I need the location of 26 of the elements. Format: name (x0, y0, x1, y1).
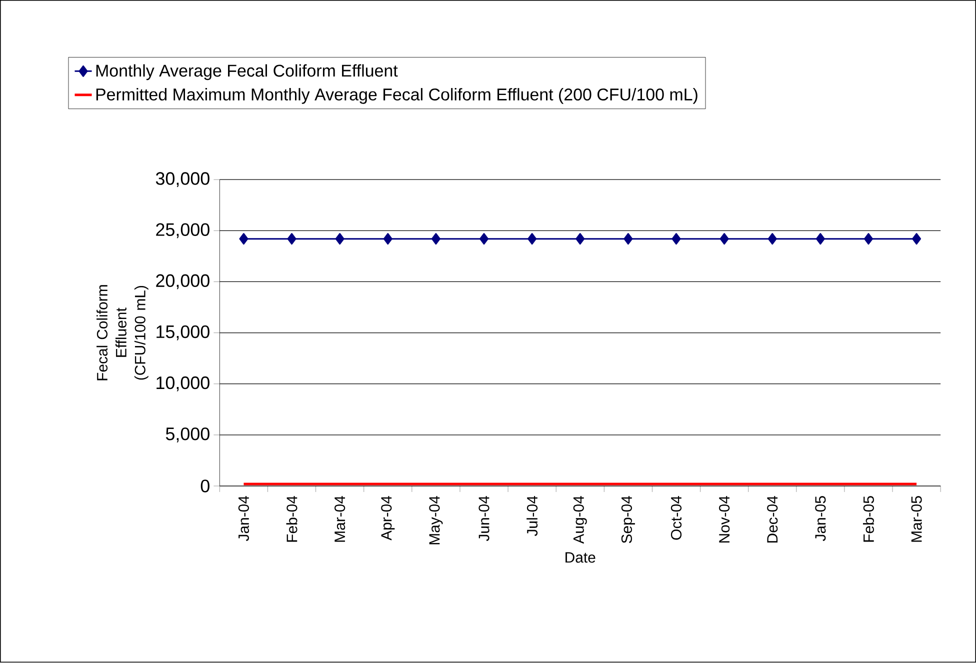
x-tick-label: Jan-04 (238, 496, 249, 542)
y-tick-label: 0 (200, 480, 210, 493)
legend-label: Permitted Maximum Monthly Average Fecal Coliform Effluent (200 CFU/100 mL) (96, 88, 698, 104)
y-axis-title: Fecal Coliform Effluent (CFU/100 mL) (96, 285, 148, 380)
x-axis-title: Date (566, 552, 596, 563)
legend-label: Monthly Average Fecal Coliform Effluent (96, 64, 398, 80)
x-tick-label: Oct-04 (670, 496, 682, 540)
x-tick-label: Apr-04 (381, 496, 395, 541)
y-tick-label: 5,000 (166, 428, 210, 443)
x-tick-label: Jan-05 (815, 496, 826, 542)
x-tick-label: Feb-05 (862, 496, 874, 542)
x-tick-label: Dec-04 (767, 496, 778, 543)
x-tick-label: Sep-04 (621, 496, 635, 544)
y-tick-label: 20,000 (156, 274, 210, 290)
x-tick-label: Jul-04 (526, 496, 538, 536)
x-tick-label: Aug-04 (573, 496, 587, 544)
y-tick-label: 30,000 (156, 172, 210, 188)
y-tick-label: 25,000 (156, 223, 210, 238)
y-tick-label: 10,000 (156, 376, 210, 392)
x-tick-label: Mar-05 (911, 496, 922, 542)
x-tick-label: Nov-04 (719, 496, 730, 543)
x-tick-label: Feb-04 (286, 496, 298, 542)
x-tick-label: Jun-04 (478, 496, 490, 542)
x-tick-label: Mar-04 (334, 496, 346, 542)
y-tick-label: 15,000 (156, 326, 210, 340)
x-tick-label: May-04 (429, 496, 443, 544)
